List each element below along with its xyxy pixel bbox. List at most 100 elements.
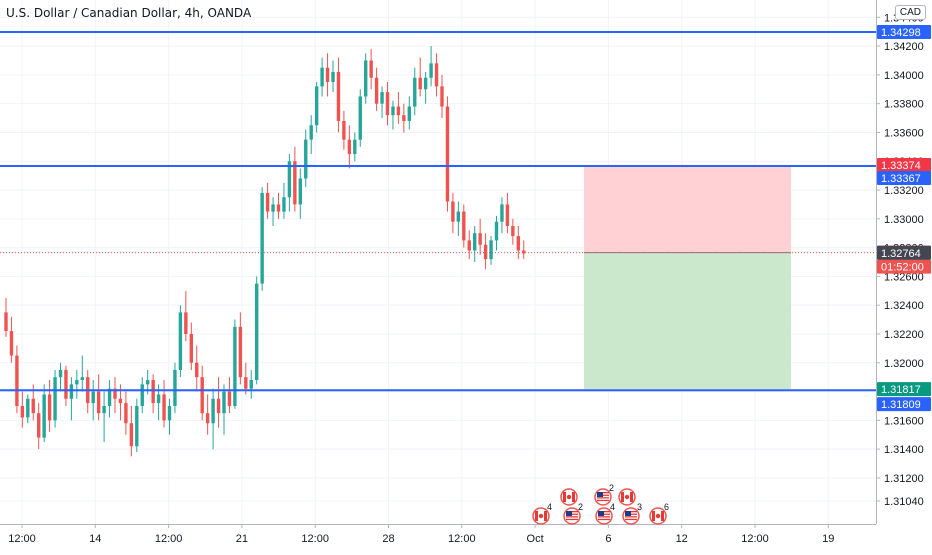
x-tick-label: 12:00	[741, 533, 769, 545]
candle	[15, 345, 19, 414]
candle	[135, 398, 139, 453]
candle	[227, 377, 232, 414]
candle	[216, 377, 221, 428]
candle-body	[440, 86, 444, 107]
candle	[75, 369, 79, 399]
candle-body	[53, 377, 57, 421]
candle	[402, 103, 406, 133]
candle-body	[282, 197, 286, 212]
candle	[69, 377, 74, 421]
candle-body	[418, 77, 422, 90]
event-count: 4	[610, 502, 615, 512]
candle-body	[64, 369, 68, 399]
candle-body	[249, 380, 253, 389]
y-tick-label: 1.32400	[884, 300, 924, 312]
candle-body	[222, 391, 226, 414]
candle	[173, 362, 177, 414]
candle	[451, 192, 455, 234]
candle	[336, 57, 341, 133]
candle-body	[276, 204, 281, 212]
candle-body	[505, 204, 510, 227]
candle-body	[314, 86, 319, 126]
candle	[374, 67, 379, 111]
candle	[238, 312, 243, 385]
candle	[64, 365, 68, 406]
candle	[347, 125, 352, 169]
candle	[47, 380, 52, 432]
price-label-bg	[877, 157, 931, 172]
currency-badge[interactable]: CAD	[894, 5, 926, 20]
canada-flag-icon	[618, 488, 636, 506]
candle	[271, 197, 275, 227]
candle	[102, 391, 106, 442]
price-label-bg	[877, 382, 931, 397]
candle	[407, 96, 411, 130]
x-tick-label: 12:00	[8, 533, 36, 545]
candle-body	[287, 161, 292, 198]
candle-body	[385, 92, 390, 116]
candle-body	[374, 77, 379, 104]
candle	[396, 92, 401, 124]
candle-body	[522, 250, 526, 254]
y-tick-label: 1.31400	[884, 444, 924, 456]
price-label-text: 1.32764	[881, 248, 921, 260]
candle	[440, 74, 444, 119]
canada-flag-icon: 4	[532, 502, 552, 525]
candle-body	[173, 369, 177, 406]
candle-body	[369, 60, 373, 78]
candle	[37, 403, 41, 450]
candle	[222, 384, 226, 435]
x-tick-label: 14	[89, 533, 101, 545]
price-label-text: 1.33367	[881, 173, 921, 185]
candle-body	[80, 377, 84, 381]
candle-body	[473, 233, 477, 251]
event-count: 6	[664, 502, 669, 512]
candle	[162, 380, 166, 428]
candle-body	[151, 380, 155, 404]
candle	[233, 319, 237, 409]
y-tick-label: 1.34000	[884, 70, 924, 82]
candle-body	[331, 71, 335, 83]
price-label-level: 1.33367	[877, 170, 931, 185]
y-tick-label: 1.33000	[884, 214, 924, 226]
candle	[325, 53, 330, 97]
y-tick-label: 1.33800	[884, 99, 924, 111]
price-label-bg	[877, 397, 931, 412]
candle	[483, 233, 488, 270]
candle-body	[96, 391, 101, 414]
y-tick-label: 1.34200	[884, 41, 924, 53]
candle-body	[483, 244, 488, 260]
candles	[4, 46, 526, 457]
candle-body	[47, 394, 52, 421]
x-tick-label: 12:00	[155, 533, 183, 545]
chart-title: U.S. Dollar / Canadian Dollar, 4h, OANDA	[6, 6, 252, 20]
candle-body	[189, 333, 193, 363]
horizontal-levels[interactable]	[0, 30, 876, 392]
price-label-text: 01:52:00	[881, 262, 924, 274]
candle-body	[407, 106, 411, 121]
candle	[260, 187, 264, 291]
candle-body	[494, 221, 499, 241]
price-label-bg	[877, 24, 931, 39]
event-count: 4	[547, 502, 552, 512]
time-axis[interactable]: 12:00 14 12:00 21 12:00 28 12:00 Oct 6 12 12:00 19	[0, 524, 876, 545]
candle	[413, 67, 417, 116]
candle	[314, 82, 319, 133]
candle	[500, 197, 504, 234]
candle-body	[20, 405, 25, 418]
candle-body	[113, 388, 117, 399]
us-flag-icon: 4	[595, 502, 615, 525]
economic-events[interactable]: 2 4 2 4 3 6	[532, 483, 669, 525]
candle-body	[58, 369, 63, 378]
price-axis[interactable]: 1.344001.342001.340001.338001.336001.334…	[876, 0, 932, 550]
candle	[282, 182, 286, 219]
candle-body	[364, 60, 368, 97]
candle	[353, 132, 357, 162]
candle-body	[511, 226, 515, 237]
candle	[298, 168, 302, 219]
candle	[113, 377, 117, 414]
candle	[20, 391, 25, 428]
candle	[91, 380, 95, 421]
